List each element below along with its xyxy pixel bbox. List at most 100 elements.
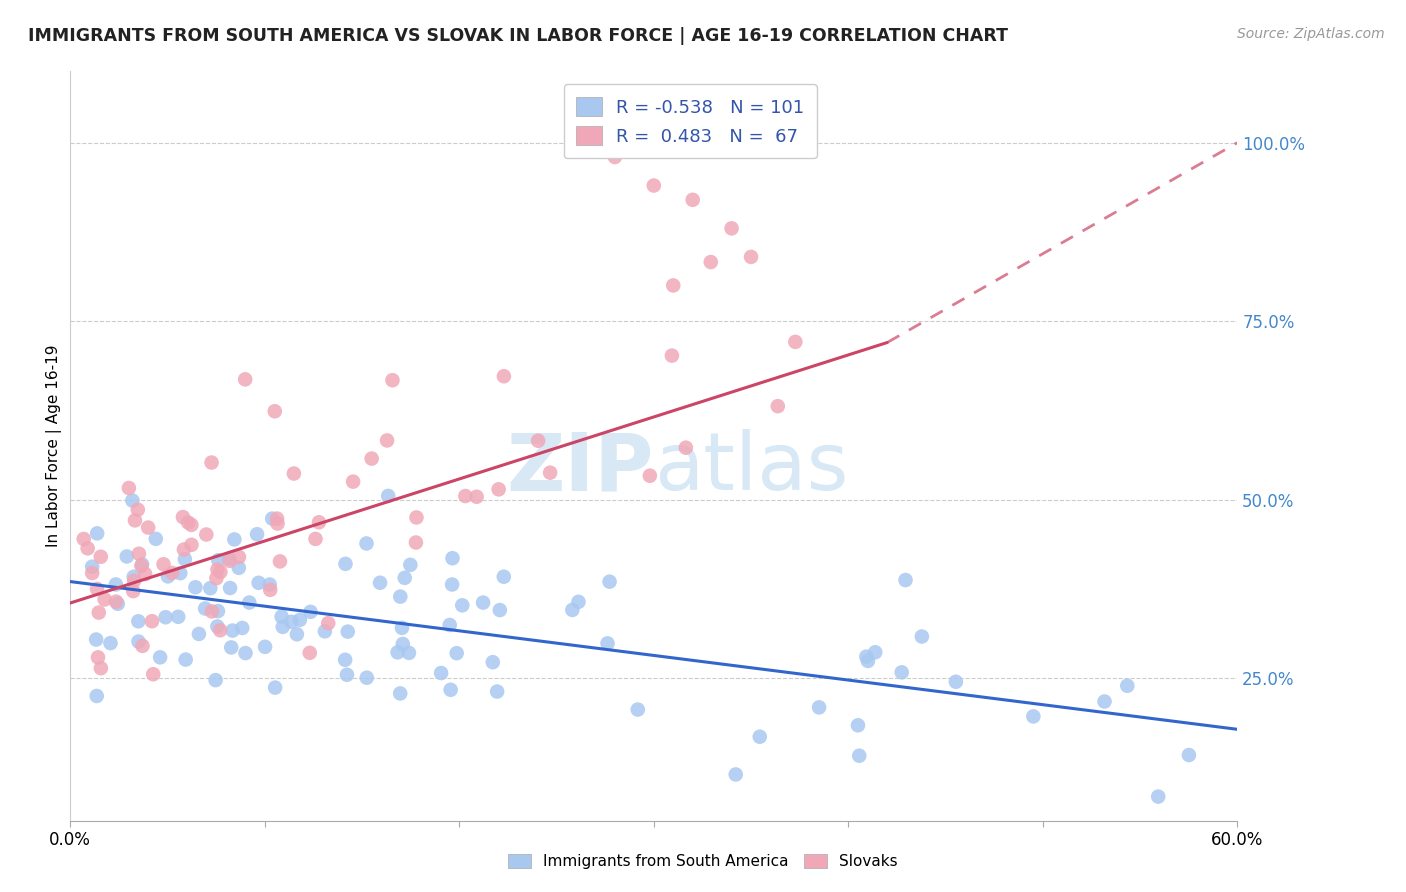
- Point: [127, 634, 149, 648]
- Point: [145, 532, 167, 546]
- Point: [740, 250, 762, 264]
- Point: [342, 475, 364, 489]
- Point: [262, 511, 284, 525]
- Point: [643, 178, 665, 193]
- Text: atlas: atlas: [654, 429, 848, 508]
- Point: [187, 627, 209, 641]
- Point: [177, 516, 200, 530]
- Point: [207, 553, 229, 567]
- Point: [205, 571, 228, 585]
- Point: [335, 557, 357, 571]
- Point: [356, 536, 378, 550]
- Point: [218, 551, 240, 566]
- Point: [160, 566, 183, 580]
- Point: [174, 652, 197, 666]
- Legend: Immigrants from South America, Slovaks: Immigrants from South America, Slovaks: [502, 847, 904, 875]
- Point: [228, 561, 250, 575]
- Legend: R = -0.538   N = 101, R =  0.483   N =  67: R = -0.538 N = 101, R = 0.483 N = 67: [564, 84, 817, 158]
- Point: [599, 574, 621, 589]
- Point: [73, 532, 96, 546]
- Point: [298, 646, 321, 660]
- Point: [785, 334, 807, 349]
- Point: [451, 599, 474, 613]
- Point: [700, 255, 723, 269]
- Point: [1022, 709, 1045, 723]
- Point: [1178, 747, 1201, 762]
- Point: [316, 616, 339, 631]
- Point: [118, 481, 141, 495]
- Text: IMMIGRANTS FROM SOUTH AMERICA VS SLOVAK IN LABOR FORCE | AGE 16-19 CORRELATION C: IMMIGRANTS FROM SOUTH AMERICA VS SLOVAK …: [28, 27, 1008, 45]
- Point: [131, 558, 153, 572]
- Point: [180, 538, 202, 552]
- Point: [195, 527, 218, 541]
- Point: [492, 369, 515, 384]
- Point: [489, 603, 512, 617]
- Point: [538, 466, 561, 480]
- Point: [247, 575, 270, 590]
- Point: [87, 650, 110, 665]
- Point: [219, 640, 242, 655]
- Point: [82, 566, 104, 580]
- Point: [398, 646, 420, 660]
- Point: [304, 532, 326, 546]
- Point: [219, 581, 242, 595]
- Point: [122, 570, 145, 584]
- Point: [76, 541, 98, 556]
- Point: [285, 627, 308, 641]
- Point: [333, 653, 356, 667]
- Point: [472, 596, 495, 610]
- Point: [627, 702, 650, 716]
- Point: [238, 596, 260, 610]
- Point: [221, 624, 243, 638]
- Point: [172, 510, 194, 524]
- Point: [136, 520, 159, 534]
- Point: [90, 661, 112, 675]
- Point: [945, 674, 967, 689]
- Point: [266, 516, 288, 531]
- Point: [141, 614, 163, 628]
- Point: [336, 624, 359, 639]
- Point: [173, 552, 195, 566]
- Point: [259, 582, 281, 597]
- Point: [218, 554, 240, 568]
- Point: [863, 645, 886, 659]
- Point: [209, 624, 232, 638]
- Point: [207, 563, 229, 577]
- Point: [269, 554, 291, 568]
- Point: [86, 526, 108, 541]
- Point: [207, 619, 229, 633]
- Point: [377, 489, 399, 503]
- Point: [152, 558, 174, 572]
- Point: [86, 582, 108, 596]
- Point: [254, 640, 277, 654]
- Point: [911, 630, 934, 644]
- Point: [207, 604, 229, 618]
- Point: [231, 621, 253, 635]
- Point: [131, 639, 153, 653]
- Point: [465, 490, 488, 504]
- Point: [661, 349, 683, 363]
- Point: [299, 605, 322, 619]
- Point: [391, 621, 413, 635]
- Point: [173, 542, 195, 557]
- Point: [155, 610, 177, 624]
- Point: [142, 667, 165, 681]
- Point: [1094, 694, 1116, 708]
- Point: [1147, 789, 1170, 804]
- Point: [283, 467, 305, 481]
- Point: [131, 558, 153, 573]
- Point: [246, 527, 269, 541]
- Point: [894, 573, 917, 587]
- Point: [405, 510, 427, 524]
- Point: [440, 682, 463, 697]
- Point: [488, 483, 510, 497]
- Y-axis label: In Labor Force | Age 16-19: In Labor Force | Age 16-19: [46, 344, 62, 548]
- Point: [224, 533, 246, 547]
- Point: [149, 650, 172, 665]
- Point: [391, 637, 413, 651]
- Point: [87, 606, 110, 620]
- Point: [204, 673, 226, 687]
- Point: [200, 581, 222, 595]
- Point: [430, 666, 453, 681]
- Point: [82, 559, 104, 574]
